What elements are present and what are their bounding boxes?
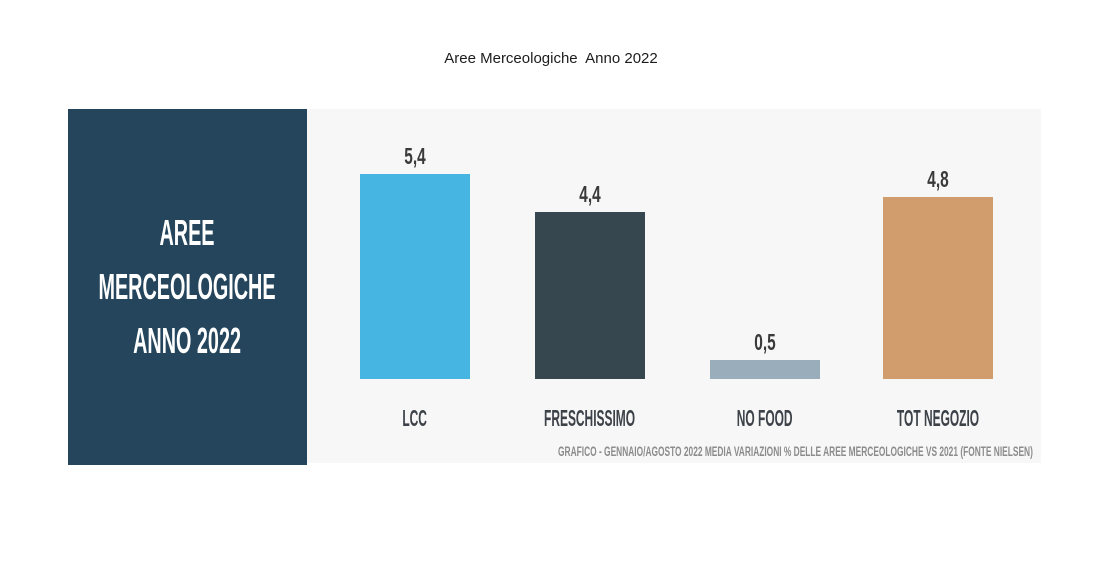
- bar-no-food: [710, 360, 820, 379]
- page-title: Aree Merceologiche Anno 2022: [444, 50, 658, 67]
- bar-tot-negozio: [883, 197, 993, 379]
- panel-line-2: MERCEOLOGICHE: [98, 266, 277, 307]
- bar-chart-plot-area: GRAFICO - GENNAIO/AGOSTO 2022 MEDIA VARI…: [307, 109, 1041, 463]
- bar-value-label-freschissimo: 4,4: [579, 181, 601, 207]
- bar-category-label-lcc: LCC: [402, 405, 428, 431]
- bar-value-label-lcc: 5,4: [404, 143, 426, 169]
- bar-lcc: [360, 174, 470, 379]
- bar-category-label-tot-negozio: TOT NEGOZIO: [896, 405, 980, 431]
- bar-value-label-tot-negozio: 4,8: [927, 166, 949, 192]
- bar-freschissimo: [535, 212, 645, 379]
- bar-value-label-no-food: 0,5: [754, 329, 776, 355]
- bar-category-label-freschissimo: FRESCHISSIMO: [544, 405, 636, 431]
- panel-line-3: ANNO 2022: [133, 320, 242, 361]
- chart-caption: GRAFICO - GENNAIO/AGOSTO 2022 MEDIA VARI…: [558, 444, 1033, 459]
- chart-side-panel: AREE MERCEOLOGICHE ANNO 2022: [68, 109, 307, 465]
- bar-category-label-no-food: NO FOOD: [737, 405, 793, 431]
- panel-line-1: AREE: [159, 212, 216, 253]
